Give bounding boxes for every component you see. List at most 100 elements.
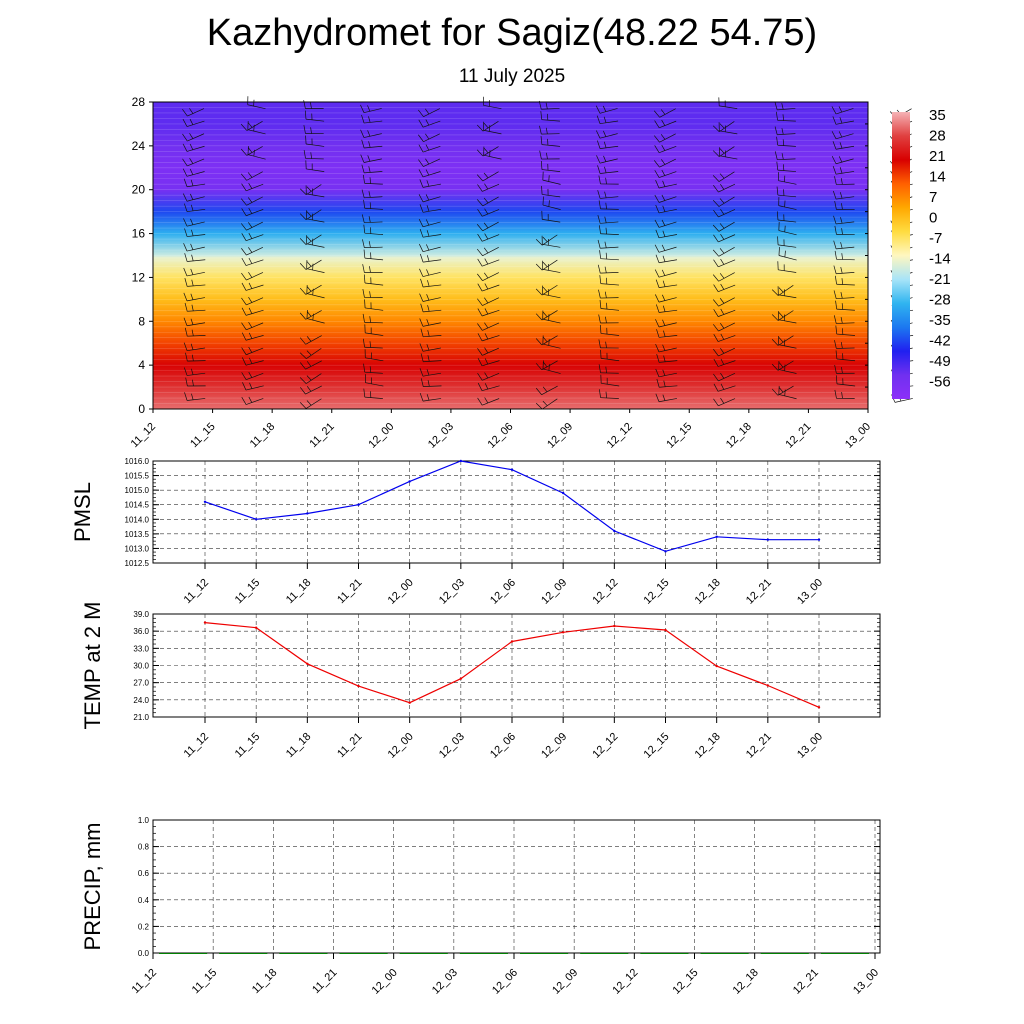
wind-barb (419, 392, 442, 402)
wind-barb (713, 347, 736, 357)
wind-barb (777, 311, 797, 324)
wind-barb (241, 357, 264, 366)
x-tick-label: 12_06 (490, 967, 520, 997)
x-tick-label: 12_12 (590, 731, 620, 761)
wind-barb (183, 292, 205, 302)
x-tick-label: 12_15 (664, 421, 694, 451)
wind-barb (364, 299, 384, 311)
wind-barb (241, 272, 264, 281)
wind-barb (542, 310, 561, 324)
wind-barb (482, 96, 502, 110)
x-tick-label: 11_12 (182, 731, 212, 761)
wind-barb (306, 260, 325, 273)
wind-barb (598, 289, 619, 299)
colorbar-label: 0 (929, 210, 937, 227)
x-tick-label: 12_09 (550, 967, 580, 997)
wind-barb (362, 264, 383, 273)
wind-barb (831, 106, 854, 115)
wind-barb (775, 111, 796, 122)
wind-barb (418, 133, 441, 142)
wind-barb (596, 140, 619, 149)
wind-barb (597, 239, 619, 249)
wind-barb (654, 219, 677, 228)
wind-barb (364, 374, 384, 387)
wind-barb (834, 364, 855, 374)
wind-barb (598, 339, 619, 349)
x-tick-label: 12_21 (783, 421, 813, 451)
x-tick-label: 12_06 (488, 731, 518, 761)
precip-bar (459, 953, 508, 954)
x-tick-label: 12_03 (426, 421, 456, 451)
wind-barb (833, 290, 855, 300)
wind-barb (712, 146, 735, 157)
wind-barb (182, 193, 205, 202)
y-tick-label: 30.0 (133, 662, 149, 671)
wind-barb (596, 155, 618, 164)
wind-barb (183, 367, 206, 376)
wind-barb (299, 398, 322, 409)
data-point (254, 626, 258, 629)
wind-barb (476, 196, 499, 207)
wind-barb (774, 151, 796, 161)
x-tick-label: 11_21 (310, 967, 340, 997)
wind-barb (483, 121, 502, 135)
wind-barb (539, 150, 560, 160)
wind-barb (183, 317, 206, 327)
wind-barb (713, 283, 736, 293)
colorbar-label: 7 (929, 189, 937, 206)
wind-barb (299, 310, 322, 320)
wind-barb (240, 171, 263, 181)
wind-barb (305, 135, 325, 147)
precip-bar (700, 953, 749, 954)
wind-barb (300, 385, 322, 395)
wind-barb (182, 168, 205, 177)
colorbar-label: -56 (929, 374, 951, 391)
wind-barb (299, 360, 322, 370)
x-tick-label: 12_00 (386, 577, 416, 607)
x-tick-label: 11_18 (248, 421, 278, 451)
y-tick-label: 0.4 (138, 896, 150, 905)
x-tick-label: 12_21 (744, 577, 774, 607)
precip-bar (219, 953, 268, 954)
wind-barb (361, 139, 383, 149)
wind-barb (241, 396, 264, 405)
wind-barb (833, 215, 855, 225)
wind-barb (419, 343, 441, 352)
x-tick-label: 12_15 (642, 731, 672, 761)
x-tick-label: 12_09 (545, 421, 575, 451)
wind-barb (713, 333, 736, 342)
y-tick-label: 24.0 (133, 696, 149, 705)
wind-barb (535, 259, 558, 271)
x-tick-label: 12_00 (386, 731, 416, 761)
wind-barb (654, 169, 677, 178)
wind-barb (599, 324, 620, 336)
data-point (664, 550, 667, 553)
data-point (254, 518, 258, 521)
colorbar-label: -35 (929, 312, 951, 329)
data-point (510, 468, 514, 471)
wind-barb (477, 233, 500, 242)
wind-barb (598, 314, 619, 324)
wind-barb (247, 96, 266, 110)
wind-barb (713, 233, 736, 243)
wind-barb (831, 131, 854, 140)
precip-chart: 0.0 0.2 0.4 0.6 0.8 1.0 11_12 11_15 11_18 11_21 12… (80, 816, 881, 997)
wind-barb (306, 235, 325, 248)
x-tick-label: 12_18 (724, 421, 754, 451)
data-point (203, 500, 207, 503)
wind-barb (535, 234, 558, 246)
wind-barb (182, 118, 205, 127)
data-point (715, 535, 718, 538)
y-tick-label: 1015.5 (125, 472, 150, 481)
wind-barb (418, 169, 441, 178)
wind-barb (771, 360, 794, 371)
wind-barb (418, 144, 441, 153)
y-tick-label: 39.0 (133, 610, 149, 619)
y-tick-label: 1013.5 (125, 530, 150, 539)
wind-barb (834, 225, 855, 235)
wind-barb (655, 254, 678, 264)
wind-barb (713, 208, 736, 218)
colorbar-label: -42 (929, 333, 951, 350)
wind-barb (600, 374, 620, 387)
wind-barb (363, 249, 384, 261)
